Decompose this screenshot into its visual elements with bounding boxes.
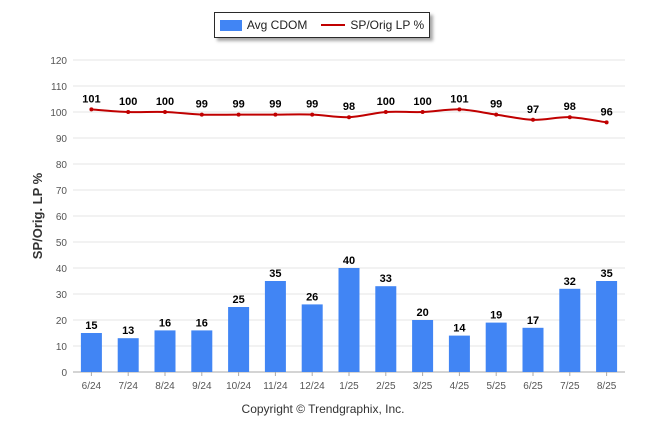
y-axis-label: SP/Orig. LP % <box>30 172 45 259</box>
x-tick-label: 9/24 <box>192 381 212 392</box>
x-tick-label: 7/25 <box>560 381 580 392</box>
legend-line-label: SP/Orig LP % <box>350 18 425 32</box>
line-value-label: 99 <box>196 99 208 111</box>
x-tick-label: 11/24 <box>263 381 288 392</box>
bar-value-label: 25 <box>232 294 244 306</box>
bar <box>154 330 176 372</box>
line-point <box>567 115 572 120</box>
x-tick-label: 7/24 <box>118 381 138 392</box>
bar-value-label: 17 <box>527 315 539 327</box>
x-tick-label: 1/25 <box>339 381 359 392</box>
x-tick-label: 5/25 <box>486 381 506 392</box>
line-point <box>604 120 609 125</box>
bar <box>412 320 434 372</box>
bar-value-label: 40 <box>343 255 355 267</box>
line-value-label: 99 <box>490 99 502 111</box>
bar <box>596 281 618 372</box>
line-value-label: 98 <box>564 101 576 113</box>
bar <box>448 335 470 372</box>
legend-line-swatch <box>321 24 346 26</box>
bar <box>117 338 139 372</box>
line-value-label: 100 <box>413 96 431 108</box>
legend-item-bars[interactable]: Avg CDOM <box>219 18 308 32</box>
line-value-label: 100 <box>377 96 395 108</box>
line-value-label: 100 <box>156 96 174 108</box>
line-value-label: 96 <box>600 106 612 118</box>
x-tick-label: 6/24 <box>82 381 102 392</box>
x-tick-label: 4/25 <box>450 381 470 392</box>
line-value-label: 99 <box>232 99 244 111</box>
y-tick-label: 40 <box>56 264 68 275</box>
bar <box>80 333 102 372</box>
line-value-label: 100 <box>119 96 137 108</box>
y-tick-label: 120 <box>50 56 67 67</box>
line-value-label: 101 <box>450 93 468 105</box>
line-value-label: 99 <box>269 99 281 111</box>
bar-value-label: 16 <box>159 317 171 329</box>
x-tick-label: 8/24 <box>155 381 175 392</box>
bar <box>522 327 544 372</box>
line-value-label: 99 <box>306 99 318 111</box>
y-tick-label: 20 <box>56 316 68 327</box>
bar-value-label: 26 <box>306 291 318 303</box>
line-value-label: 101 <box>82 93 100 105</box>
x-tick-label: 12/24 <box>300 381 325 392</box>
line-point <box>494 112 499 117</box>
line-point <box>236 112 241 117</box>
line-value-label: 97 <box>527 104 539 116</box>
line-point <box>383 110 388 114</box>
bar <box>338 268 360 372</box>
line-point <box>126 110 131 114</box>
y-tick-label: 50 <box>56 238 68 249</box>
line-point <box>310 112 315 117</box>
legend: Avg CDOM SP/Orig LP % <box>214 12 430 38</box>
bar-value-label: 19 <box>490 310 502 322</box>
line-point <box>420 110 425 114</box>
legend-item-line[interactable]: SP/Orig LP % <box>321 18 424 32</box>
bar <box>559 288 581 372</box>
bar-value-label: 33 <box>380 273 392 285</box>
copyright-text: Copyright © Trendgraphix, Inc. <box>241 402 405 416</box>
line-point <box>531 117 535 122</box>
line-point <box>199 112 204 117</box>
bar-value-label: 15 <box>85 320 97 332</box>
bar-value-label: 16 <box>196 317 208 329</box>
line-point <box>163 110 167 114</box>
line-point <box>89 107 94 112</box>
bar-value-label: 13 <box>122 325 134 337</box>
y-tick-label: 80 <box>56 160 68 171</box>
y-tick-label: 100 <box>50 108 67 119</box>
legend-bar-swatch <box>219 19 242 31</box>
line-point <box>457 107 462 112</box>
x-tick-label: 3/25 <box>413 381 433 392</box>
line-point <box>273 112 278 117</box>
y-tick-label: 90 <box>56 134 68 145</box>
bar-value-label: 20 <box>416 307 428 319</box>
bar <box>264 281 286 372</box>
y-tick-label: 110 <box>51 82 67 93</box>
bar-value-label: 35 <box>269 268 281 280</box>
x-tick-label: 2/25 <box>376 381 396 392</box>
legend-bar-label: Avg CDOM <box>246 18 308 32</box>
bar-value-label: 14 <box>453 323 466 335</box>
y-tick-label: 60 <box>56 212 68 223</box>
y-tick-label: 70 <box>56 186 68 197</box>
x-tick-label: 6/25 <box>523 381 543 392</box>
bar <box>228 307 250 372</box>
bar <box>191 330 213 372</box>
bar <box>301 304 323 372</box>
y-tick-label: 0 <box>61 368 67 379</box>
bar-value-label: 35 <box>600 268 612 280</box>
line-value-label: 98 <box>343 101 355 113</box>
bar <box>375 286 397 372</box>
x-tick-label: 8/25 <box>597 381 617 392</box>
y-tick-label: 10 <box>56 342 68 353</box>
bar <box>485 322 507 372</box>
bar-value-label: 32 <box>564 276 576 288</box>
x-tick-label: 10/24 <box>226 381 251 392</box>
y-tick-label: 30 <box>56 290 68 301</box>
line-point <box>347 115 351 120</box>
